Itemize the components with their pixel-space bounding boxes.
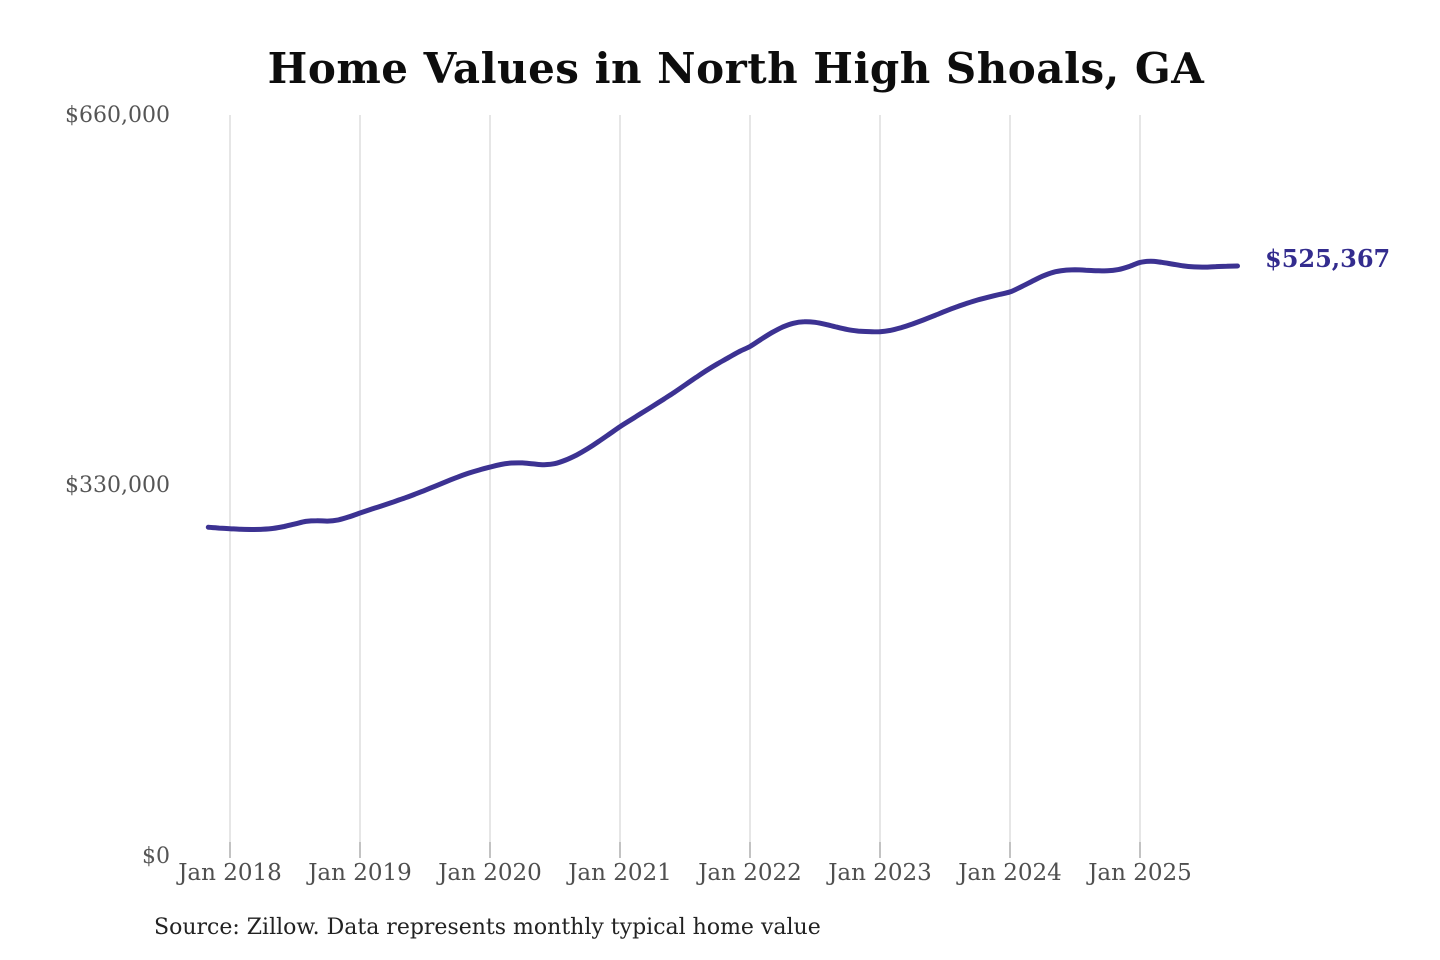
x-axis-label: Jan 2024 <box>958 860 1062 886</box>
x-axis-label: Jan 2022 <box>698 860 802 886</box>
x-axis-label: Jan 2025 <box>1088 860 1192 886</box>
x-axis-label: Jan 2020 <box>438 860 542 886</box>
home-value-line <box>205 258 1240 532</box>
source-note: Source: Zillow. Data represents monthly … <box>154 915 821 940</box>
x-axis-label: Jan 2018 <box>178 860 282 886</box>
x-axis-label: Jan 2019 <box>308 860 412 886</box>
x-axis-label: Jan 2021 <box>568 860 672 886</box>
y-axis-label-330000: $330,000 <box>65 473 170 498</box>
y-axis-label-660000: $660,000 <box>65 103 170 128</box>
chart-title: Home Values in North High Shoals, GA <box>267 44 1205 93</box>
x-axis-label: Jan 2023 <box>828 860 932 886</box>
y-axis-label-0: $0 <box>142 844 170 869</box>
latest-value-label: $525,367 <box>1265 244 1391 273</box>
